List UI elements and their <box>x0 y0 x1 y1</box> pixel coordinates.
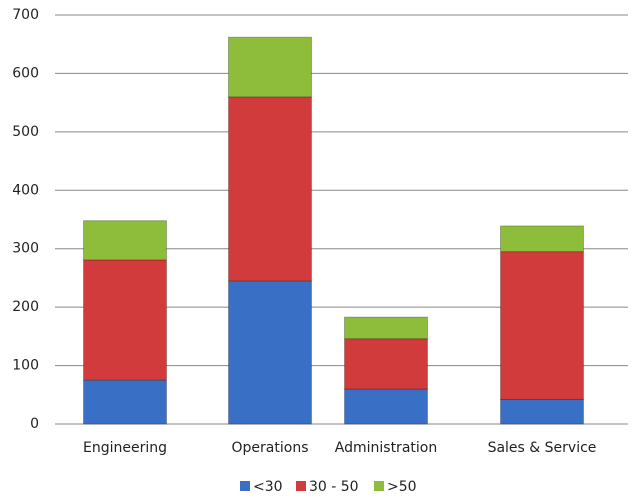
bar-segment <box>344 388 428 425</box>
bar-segment <box>228 280 312 425</box>
bar-segment <box>500 251 584 400</box>
legend-label: >50 <box>387 479 417 495</box>
y-tick-label: 400 <box>12 182 39 198</box>
y-tick-label: 0 <box>30 416 39 432</box>
y-tick-label: 600 <box>12 65 39 81</box>
y-tick-label: 200 <box>12 299 39 315</box>
x-tick-label: Sales & Service <box>488 440 597 456</box>
x-tick-label: Administration <box>335 440 437 456</box>
bar-segment <box>344 338 428 390</box>
y-tick-label: 100 <box>12 358 39 374</box>
bar-segment <box>344 316 428 340</box>
bar-segment <box>83 379 167 425</box>
bar-segment <box>83 259 167 381</box>
legend-swatch <box>374 481 384 491</box>
bar-segment <box>228 36 312 98</box>
legend-swatch <box>240 481 250 491</box>
bar-segment <box>500 225 584 253</box>
bar-segment <box>500 398 584 425</box>
bar-segment <box>228 96 312 282</box>
legend-label: <30 <box>253 479 283 495</box>
x-tick-label: Engineering <box>83 440 167 456</box>
x-tick-label: Operations <box>232 440 309 456</box>
y-tick-label: 300 <box>12 241 39 257</box>
bar-segment <box>83 220 167 261</box>
y-tick-label: 500 <box>12 124 39 140</box>
legend-label: 30 - 50 <box>309 479 359 495</box>
legend-swatch <box>296 481 306 491</box>
y-tick-label: 700 <box>12 7 39 23</box>
